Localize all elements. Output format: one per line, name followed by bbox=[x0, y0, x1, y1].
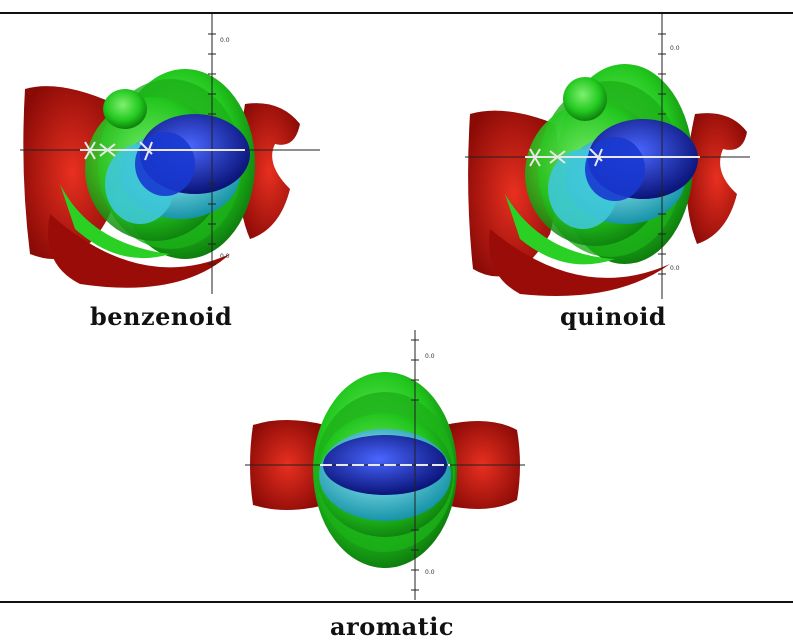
green-bulb-top bbox=[563, 77, 607, 121]
y-tick-label-top: 0.0 bbox=[670, 45, 680, 52]
aromatic-isosurface: 0.0 0.0 bbox=[245, 330, 525, 600]
molecule-skeleton bbox=[525, 148, 700, 167]
red-lobe-right bbox=[686, 113, 747, 244]
red-lobe-bottom bbox=[48, 214, 230, 288]
y-tick-label-bottom: 0.0 bbox=[670, 265, 680, 272]
green-bulb-top bbox=[103, 89, 147, 129]
quinoid-isosurface: 0.0 0.0 bbox=[465, 14, 750, 299]
y-tick-label-bottom: 0.0 bbox=[220, 253, 230, 260]
y-tick-label-top: 0.0 bbox=[220, 37, 230, 44]
y-tick-label-bottom: 0.0 bbox=[425, 569, 435, 576]
y-tick-label-top: 0.0 bbox=[425, 353, 435, 360]
top-rule bbox=[0, 12, 793, 14]
caption-quinoid: quinoid bbox=[560, 302, 667, 331]
benzenoid-isosurface: 0.0 0.0 bbox=[20, 14, 320, 294]
bottom-rule bbox=[0, 601, 793, 603]
benzenoid-panel: 0.0 0.0 bbox=[20, 14, 320, 304]
caption-aromatic: aromatic bbox=[330, 612, 454, 641]
red-lobe-right bbox=[238, 103, 300, 240]
caption-benzenoid: benzenoid bbox=[90, 302, 233, 331]
quinoid-panel: 0.0 0.0 bbox=[465, 14, 765, 304]
aromatic-panel: 0.0 0.0 bbox=[245, 330, 525, 600]
molecule-skeleton bbox=[80, 141, 245, 161]
